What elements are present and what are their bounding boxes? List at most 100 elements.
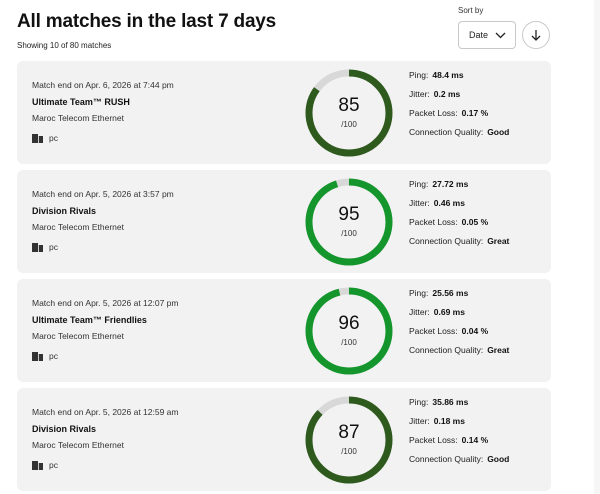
platform: pc [32, 242, 58, 252]
packet-loss-label: Packet Loss: [409, 435, 458, 445]
gauge-fill [305, 178, 393, 266]
game-mode: Ultimate Team™ RUSH [32, 97, 130, 107]
ping-label: Ping: [409, 179, 429, 189]
stat-packet-loss: Packet Loss: 0.14 % [409, 435, 509, 454]
connection-stats: Ping: 35.86 ms Jitter: 0.18 ms Packet Loss… [409, 397, 509, 473]
quality-label: Connection Quality: [409, 127, 484, 137]
connection-provider: Maroc Telecom Ethernet [32, 113, 124, 123]
score-max: /100 [341, 447, 357, 456]
packet-loss-label: Packet Loss: [409, 217, 458, 227]
stat-ping: Ping: 35.86 ms [409, 397, 509, 416]
score-max: /100 [341, 229, 357, 238]
chevron-down-icon [495, 32, 506, 39]
stat-jitter: Jitter: 0.18 ms [409, 416, 509, 435]
pc-icon [32, 133, 43, 143]
quality-value: Good [487, 454, 510, 464]
gauge-fill [305, 396, 393, 484]
stat-quality: Connection Quality: Good [409, 454, 509, 473]
stat-quality: Connection Quality: Good [409, 127, 509, 146]
stat-ping: Ping: 27.72 ms [409, 179, 509, 198]
ping-label: Ping: [409, 288, 429, 298]
jitter-value: 0.18 ms [433, 416, 465, 426]
sort-select-value: Date [469, 30, 489, 40]
packet-loss-value: 0.05 % [461, 217, 489, 227]
stat-jitter: Jitter: 0.2 ms [409, 89, 509, 108]
jitter-label: Jitter: [409, 89, 430, 99]
ping-value: 35.86 ms [432, 397, 469, 407]
ping-label: Ping: [409, 70, 429, 80]
game-mode: Division Rivals [32, 206, 97, 216]
quality-score-gauge: 87 /100 [303, 394, 395, 486]
match-end-time: Match end on Apr. 6, 2026 at 7:44 pm [32, 80, 174, 90]
ping-value: 25.56 ms [432, 288, 469, 298]
game-mode: Division Rivals [32, 424, 97, 434]
packet-loss-value: 0.14 % [461, 435, 489, 445]
quality-value: Great [487, 345, 510, 355]
stat-packet-loss: Packet Loss: 0.04 % [409, 326, 509, 345]
match-end-time: Match end on Apr. 5, 2026 at 12:59 am [32, 407, 179, 417]
connection-stats: Ping: 27.72 ms Jitter: 0.46 ms Packet Loss… [409, 179, 509, 255]
sort-direction-button[interactable] [522, 21, 550, 49]
quality-label: Connection Quality: [409, 236, 484, 246]
match-card[interactable]: Match end on Apr. 5, 2026 at 12:07 pm Ul… [17, 279, 551, 382]
packet-loss-value: 0.17 % [461, 108, 489, 118]
ping-label: Ping: [409, 397, 429, 407]
stat-quality: Connection Quality: Great [409, 345, 509, 364]
platform-label: pc [49, 460, 58, 470]
game-mode: Ultimate Team™ Friendlies [32, 315, 147, 325]
match-card[interactable]: Match end on Apr. 5, 2026 at 3:57 pm Div… [17, 170, 551, 273]
score-value: 95 [338, 204, 360, 225]
quality-score-gauge: 85 /100 [303, 67, 395, 159]
stat-ping: Ping: 48.4 ms [409, 70, 509, 89]
platform: pc [32, 351, 58, 361]
packet-loss-label: Packet Loss: [409, 108, 458, 118]
stat-jitter: Jitter: 0.46 ms [409, 198, 509, 217]
score-value: 87 [338, 422, 360, 443]
jitter-value: 0.2 ms [433, 89, 461, 99]
packet-loss-label: Packet Loss: [409, 326, 458, 336]
match-end-time: Match end on Apr. 5, 2026 at 3:57 pm [32, 189, 174, 199]
stat-packet-loss: Packet Loss: 0.17 % [409, 108, 509, 127]
packet-loss-value: 0.04 % [461, 326, 489, 336]
score-value: 85 [338, 95, 360, 116]
quality-label: Connection Quality: [409, 345, 484, 355]
connection-provider: Maroc Telecom Ethernet [32, 440, 124, 450]
match-end-time: Match end on Apr. 5, 2026 at 12:07 pm [32, 298, 179, 308]
jitter-label: Jitter: [409, 416, 430, 426]
pc-icon [32, 242, 43, 252]
connection-provider: Maroc Telecom Ethernet [32, 331, 124, 341]
platform: pc [32, 460, 58, 470]
scrollbar[interactable] [594, 0, 600, 494]
pc-icon [32, 460, 43, 470]
score-max: /100 [341, 120, 357, 129]
platform-label: pc [49, 242, 58, 252]
stat-jitter: Jitter: 0.69 ms [409, 307, 509, 326]
platform: pc [32, 133, 58, 143]
ping-value: 27.72 ms [432, 179, 469, 189]
sort-by-label: Sort by [458, 6, 484, 15]
connection-provider: Maroc Telecom Ethernet [32, 222, 124, 232]
score-max: /100 [341, 338, 357, 347]
quality-score-gauge: 95 /100 [303, 176, 395, 268]
jitter-value: 0.69 ms [433, 307, 465, 317]
stat-ping: Ping: 25.56 ms [409, 288, 509, 307]
sort-select[interactable]: Date [458, 21, 516, 49]
score-value: 96 [338, 313, 360, 334]
quality-value: Great [487, 236, 510, 246]
quality-value: Good [487, 127, 510, 137]
quality-score-gauge: 96 /100 [303, 285, 395, 377]
gauge-fill [305, 287, 393, 375]
stat-quality: Connection Quality: Great [409, 236, 509, 255]
jitter-label: Jitter: [409, 198, 430, 208]
connection-stats: Ping: 25.56 ms Jitter: 0.69 ms Packet Loss… [409, 288, 509, 364]
platform-label: pc [49, 133, 58, 143]
match-card[interactable]: Match end on Apr. 5, 2026 at 12:59 am Di… [17, 388, 551, 491]
jitter-label: Jitter: [409, 307, 430, 317]
page-title: All matches in the last 7 days [17, 11, 277, 32]
connection-stats: Ping: 48.4 ms Jitter: 0.2 ms Packet Loss: 0… [409, 70, 509, 146]
gauge-fill [305, 69, 393, 157]
match-count: Showing 10 of 80 matches [17, 41, 112, 50]
quality-label: Connection Quality: [409, 454, 484, 464]
match-card[interactable]: Match end on Apr. 6, 2026 at 7:44 pm Ult… [17, 61, 551, 164]
pc-icon [32, 351, 43, 361]
